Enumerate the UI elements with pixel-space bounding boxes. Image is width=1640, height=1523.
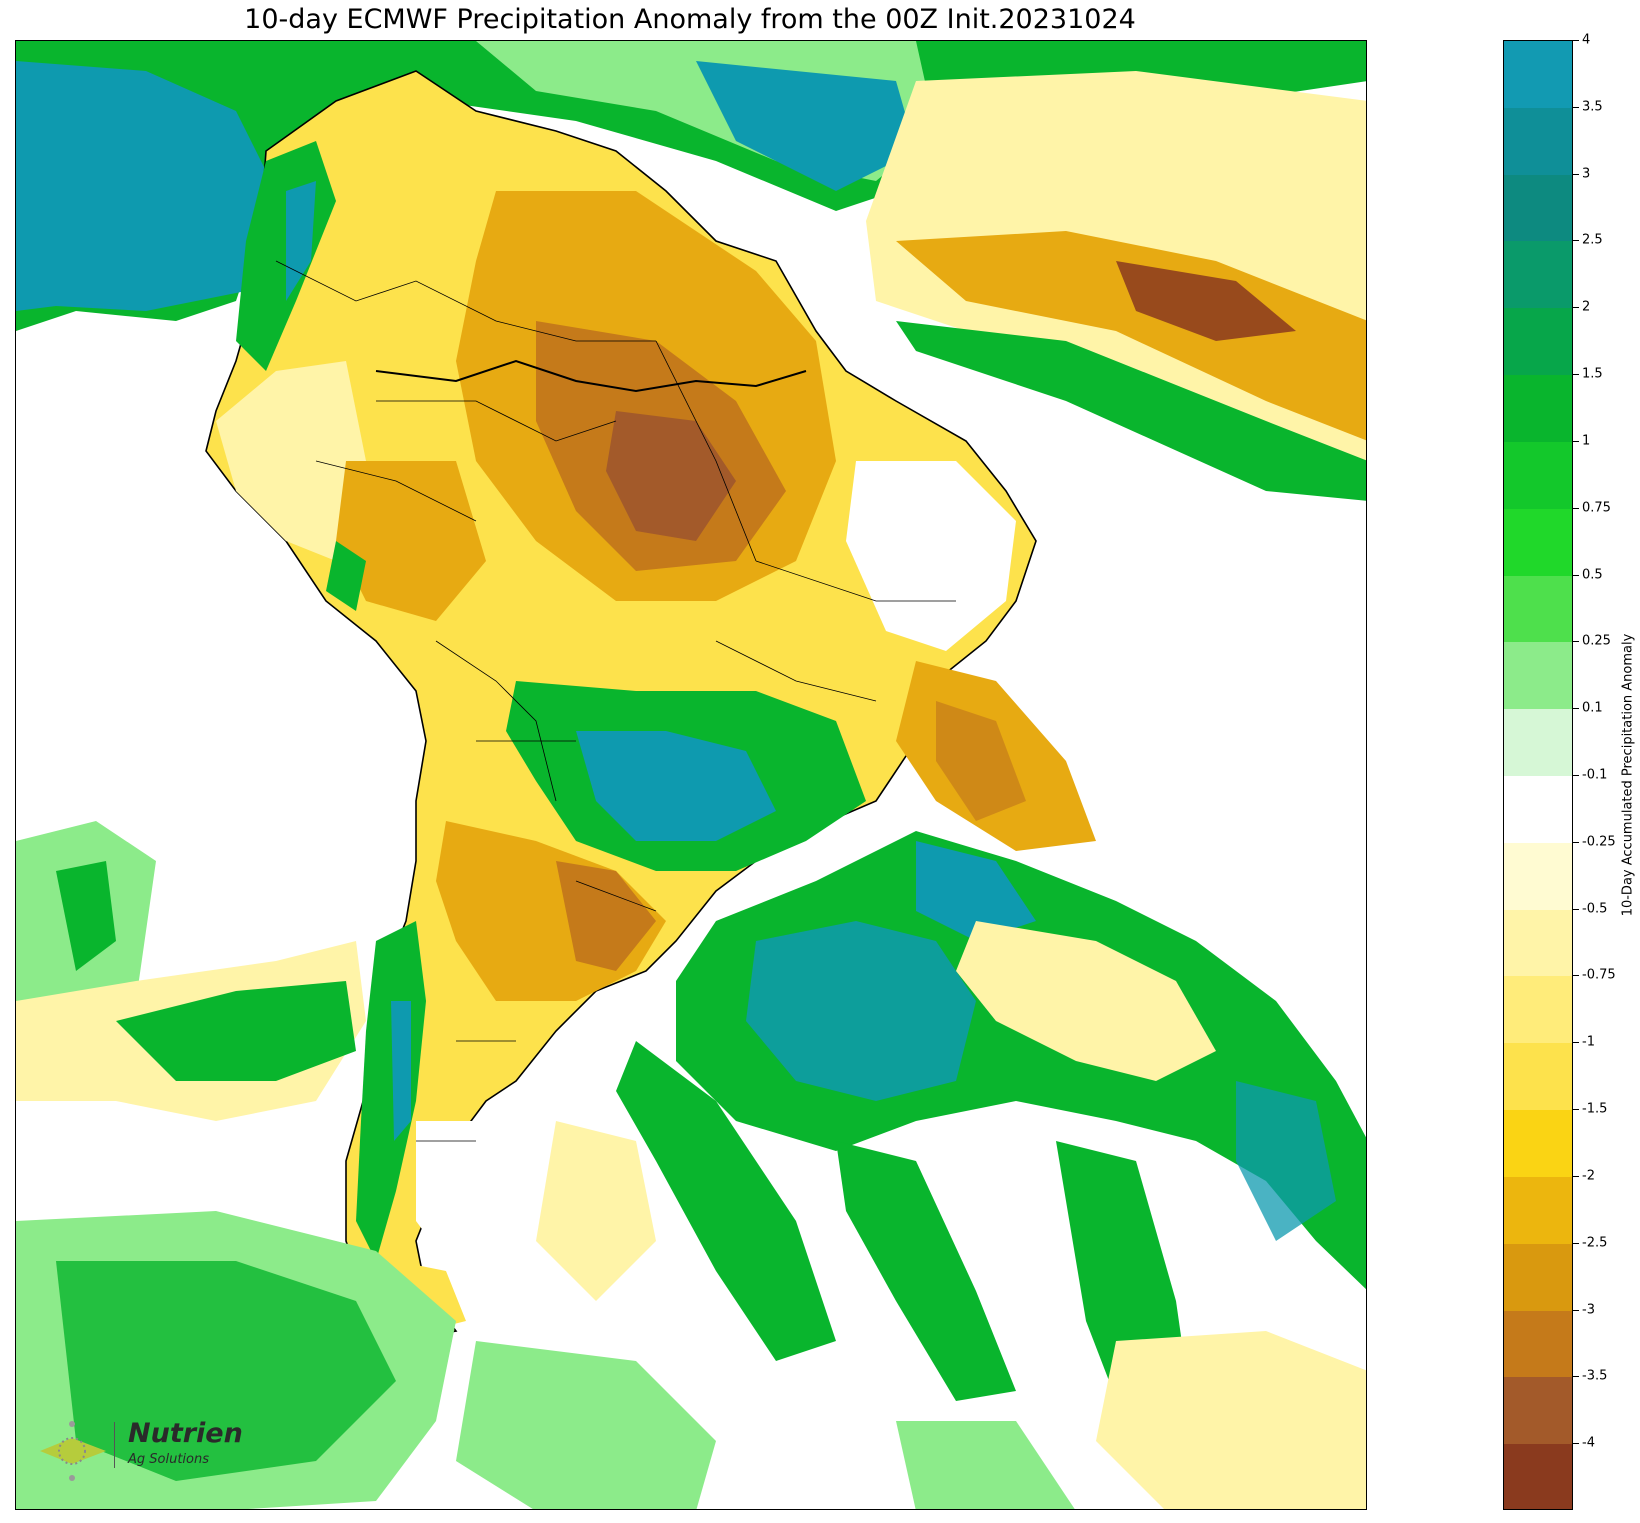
colorbar-tick-label: -1.5 [1582, 1101, 1608, 1117]
colorbar-tick [1573, 1443, 1579, 1445]
colorbar-segment [1504, 1444, 1572, 1509]
colorbar-tick-label: -3.5 [1582, 1368, 1608, 1384]
logo-brand-text: Nutrien [128, 1418, 243, 1449]
colorbar-tick-label: -1 [1582, 1034, 1595, 1050]
colorbar-tick-label: -2.5 [1582, 1235, 1608, 1251]
colorbar-tick-label: -2 [1582, 1168, 1595, 1184]
colorbar-segment [1504, 508, 1572, 577]
colorbar-tick-label: -0.75 [1582, 967, 1616, 983]
colorbar-segment [1504, 776, 1572, 844]
colorbar-tick [1573, 440, 1579, 442]
colorbar-tick-label: -3 [1582, 1302, 1595, 1318]
colorbar-segment [1504, 1110, 1572, 1178]
colorbar-tick [1573, 841, 1579, 843]
colorbar-segment [1504, 41, 1572, 109]
map-panel [15, 40, 1367, 1510]
colorbar-tick [1573, 374, 1579, 376]
colorbar-tick [1573, 240, 1579, 242]
logo-sub-text: Ag Solutions [128, 1452, 210, 1467]
amazon-river [375, 359, 807, 393]
logo-divider [114, 1422, 115, 1468]
colorbar-tick [1573, 1042, 1579, 1044]
colorbar-tick [1573, 106, 1579, 108]
colorbar-segment [1504, 1243, 1572, 1312]
colorbar-tick-label: 2 [1582, 299, 1591, 315]
colorbar-segment [1504, 107, 1572, 176]
colorbar-tick-label: 1 [1582, 433, 1591, 449]
country-borders [275, 260, 956, 1142]
colorbar-tick [1573, 975, 1579, 977]
colorbar-tick-label: 0.75 [1582, 500, 1611, 516]
chart-title: 10-day ECMWF Precipitation Anomaly from … [244, 4, 1136, 35]
colorbar-tick-label: 4 [1582, 32, 1591, 48]
colorbar-tick-label: -0.5 [1582, 901, 1608, 917]
colorbar-segment [1504, 174, 1572, 243]
atlantic-dry-streak [866, 71, 1366, 501]
colorbar-tick [1573, 173, 1579, 175]
precipitation-anomaly-map [16, 41, 1366, 1509]
south-atlantic-wet [616, 831, 1366, 1451]
continent [205, 70, 1096, 1342]
colorbar-segment [1504, 1043, 1572, 1112]
colorbar-tick-label: -4 [1582, 1435, 1595, 1451]
colorbar-tick [1573, 708, 1579, 710]
colorbar-segment [1504, 842, 1572, 911]
colorbar-tick-label: 0.5 [1582, 567, 1603, 583]
colorbar-tick [1573, 775, 1579, 776]
colorbar-tick [1573, 574, 1579, 576]
nutrien-logo: Nutrien Ag Solutions [36, 1418, 276, 1484]
colorbar-tick-label: 1.5 [1582, 366, 1603, 382]
colorbar-segment [1504, 976, 1572, 1045]
colorbar-tick [1573, 507, 1579, 509]
colorbar-segment [1504, 308, 1572, 377]
colorbar-tick [1573, 40, 1579, 41]
colorbar-segment [1504, 909, 1572, 978]
south-pacific-patches [16, 821, 1366, 1509]
colorbar-tick [1573, 1242, 1579, 1244]
colorbar-tick [1573, 1109, 1579, 1111]
colorbar-segment [1504, 1377, 1572, 1446]
colorbar [1503, 40, 1573, 1510]
colorbar-segment [1504, 642, 1572, 711]
colorbar-tick-label: 3.5 [1582, 99, 1603, 115]
colorbar-segment [1504, 1310, 1572, 1379]
nutrien-leaf-icon [40, 1421, 106, 1481]
colorbar-segment [1504, 375, 1572, 443]
colorbar-segment [1504, 241, 1572, 310]
colorbar-segment [1504, 441, 1572, 510]
colorbar-tick-label: -0.1 [1582, 767, 1608, 783]
colorbar-tick-label: -0.25 [1582, 834, 1616, 850]
colorbar-tick-label: 0.25 [1582, 633, 1611, 649]
colorbar-tick-label: 0.1 [1582, 700, 1603, 716]
colorbar-tick-label: 2.5 [1582, 232, 1603, 248]
colorbar-tick [1573, 1376, 1579, 1378]
colorbar-tick [1573, 307, 1579, 309]
colorbar-tick [1573, 1175, 1579, 1177]
colorbar-segment [1504, 709, 1572, 777]
colorbar-segment [1504, 575, 1572, 644]
colorbar-segment [1504, 1176, 1572, 1245]
colorbar-axis-label: 10-Day Accumulated Precipitation Anomaly [1620, 633, 1636, 917]
colorbar-tick [1573, 908, 1579, 910]
colorbar-tick [1573, 1309, 1579, 1311]
colorbar-tick [1573, 641, 1579, 643]
colorbar-tick-label: 3 [1582, 166, 1591, 182]
